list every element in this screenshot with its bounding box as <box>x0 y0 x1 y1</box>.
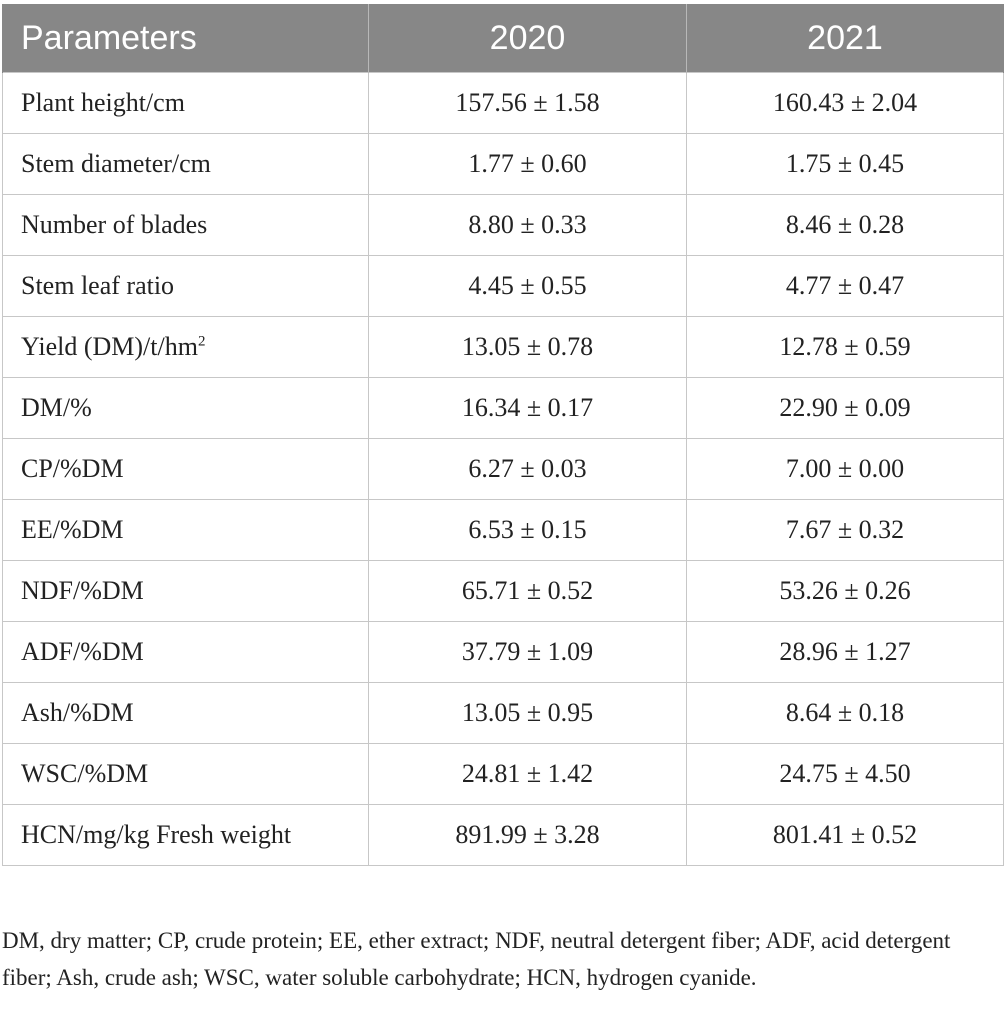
cell-2020: 65.71 ± 0.52 <box>368 560 687 622</box>
table-row: WSC/%DM 24.81 ± 1.42 24.75 ± 4.50 <box>2 743 1004 805</box>
table-row: NDF/%DM 65.71 ± 0.52 53.26 ± 0.26 <box>2 560 1004 622</box>
parameter-label: Ash/%DM <box>21 698 134 727</box>
parameter-label: WSC/%DM <box>21 759 149 788</box>
parameter-label: Plant height/cm <box>21 88 185 117</box>
cell-parameter: Yield (DM)/t/hm2 <box>2 316 369 378</box>
cell-parameter: Number of blades <box>2 194 369 256</box>
table-header-row: Parameters 2020 2021 <box>2 4 1004 73</box>
parameter-label: CP/%DM <box>21 454 124 483</box>
cell-2021: 22.90 ± 0.09 <box>686 377 1004 439</box>
cell-2021: 7.67 ± 0.32 <box>686 499 1004 561</box>
table-row: DM/% 16.34 ± 0.17 22.90 ± 0.09 <box>2 377 1004 439</box>
cell-2020: 6.53 ± 0.15 <box>368 499 687 561</box>
cell-parameter: NDF/%DM <box>2 560 369 622</box>
cell-2020: 16.34 ± 0.17 <box>368 377 687 439</box>
data-table-container: Parameters 2020 2021 Plant height/cm 157.… <box>2 4 1004 866</box>
table-row: Stem diameter/cm 1.77 ± 0.60 1.75 ± 0.45 <box>2 133 1004 195</box>
cell-parameter: Plant height/cm <box>2 72 369 134</box>
cell-2020: 6.27 ± 0.03 <box>368 438 687 500</box>
table-row: Plant height/cm 157.56 ± 1.58 160.43 ± 2.0… <box>2 72 1004 134</box>
table-row: Stem leaf ratio 4.45 ± 0.55 4.77 ± 0.47 <box>2 255 1004 317</box>
table-row: HCN/mg/kg Fresh weight 891.99 ± 3.28 801.4… <box>2 804 1004 866</box>
table-row: Ash/%DM 13.05 ± 0.95 8.64 ± 0.18 <box>2 682 1004 744</box>
cell-2021: 28.96 ± 1.27 <box>686 621 1004 683</box>
table-row: ADF/%DM 37.79 ± 1.09 28.96 ± 1.27 <box>2 621 1004 683</box>
parameter-label: NDF/%DM <box>21 576 144 605</box>
header-2020: 2020 <box>368 4 687 73</box>
cell-2020: 13.05 ± 0.78 <box>368 316 687 378</box>
cell-parameter: Stem leaf ratio <box>2 255 369 317</box>
table-row: EE/%DM 6.53 ± 0.15 7.67 ± 0.32 <box>2 499 1004 561</box>
cell-2020: 8.80 ± 0.33 <box>368 194 687 256</box>
parameter-label: EE/%DM <box>21 515 124 544</box>
cell-parameter: WSC/%DM <box>2 743 369 805</box>
cell-2020: 891.99 ± 3.28 <box>368 804 687 866</box>
cell-parameter: Stem diameter/cm <box>2 133 369 195</box>
parameter-label: Stem diameter/cm <box>21 149 211 178</box>
cell-parameter: CP/%DM <box>2 438 369 500</box>
cell-2021: 4.77 ± 0.47 <box>686 255 1004 317</box>
cell-2020: 1.77 ± 0.60 <box>368 133 687 195</box>
table-row: Yield (DM)/t/hm2 13.05 ± 0.78 12.78 ± 0.59 <box>2 316 1004 378</box>
cell-2021: 7.00 ± 0.00 <box>686 438 1004 500</box>
cell-2021: 8.64 ± 0.18 <box>686 682 1004 744</box>
parameter-label: HCN/mg/kg Fresh weight <box>21 820 292 849</box>
parameter-label: DM/% <box>21 393 92 422</box>
header-2021: 2021 <box>686 4 1004 73</box>
cell-2020: 13.05 ± 0.95 <box>368 682 687 744</box>
header-parameters: Parameters <box>2 4 369 73</box>
parameter-label: Stem leaf ratio <box>21 271 175 300</box>
cell-parameter: ADF/%DM <box>2 621 369 683</box>
parameter-label: Yield (DM)/t/hm <box>21 332 198 361</box>
cell-2021: 1.75 ± 0.45 <box>686 133 1004 195</box>
cell-2021: 801.41 ± 0.52 <box>686 804 1004 866</box>
table-row: CP/%DM 6.27 ± 0.03 7.00 ± 0.00 <box>2 438 1004 500</box>
cell-2021: 53.26 ± 0.26 <box>686 560 1004 622</box>
cell-parameter: Ash/%DM <box>2 682 369 744</box>
table-row: Number of blades 8.80 ± 0.33 8.46 ± 0.28 <box>2 194 1004 256</box>
cell-2021: 24.75 ± 4.50 <box>686 743 1004 805</box>
table-body: Plant height/cm 157.56 ± 1.58 160.43 ± 2.0… <box>2 72 1004 866</box>
parameters-table: Parameters 2020 2021 Plant height/cm 157.… <box>2 4 1004 866</box>
cell-2020: 24.81 ± 1.42 <box>368 743 687 805</box>
cell-2021: 8.46 ± 0.28 <box>686 194 1004 256</box>
parameter-superscript: 2 <box>197 333 206 350</box>
cell-2021: 12.78 ± 0.59 <box>686 316 1004 378</box>
cell-parameter: DM/% <box>2 377 369 439</box>
cell-parameter: EE/%DM <box>2 499 369 561</box>
parameter-label: ADF/%DM <box>21 637 144 666</box>
parameter-label: Number of blades <box>21 210 208 239</box>
table-footnote: DM, dry matter; CP, crude protein; EE, e… <box>2 928 951 990</box>
cell-2021: 160.43 ± 2.04 <box>686 72 1004 134</box>
cell-2020: 4.45 ± 0.55 <box>368 255 687 317</box>
cell-2020: 157.56 ± 1.58 <box>368 72 687 134</box>
cell-2020: 37.79 ± 1.09 <box>368 621 687 683</box>
cell-parameter: HCN/mg/kg Fresh weight <box>2 804 369 866</box>
